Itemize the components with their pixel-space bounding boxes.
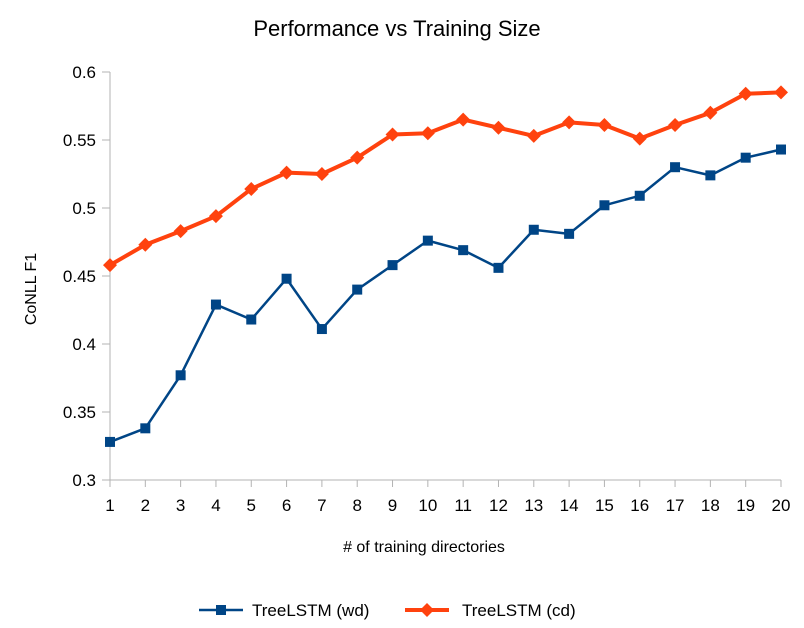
data-point [173,224,188,239]
series-1 [105,144,786,447]
x-tick-label: 15 [595,496,614,515]
data-point [314,167,329,181]
y-tick-label: 0.45 [63,267,96,286]
y-axis-title: CoNLL F1 [23,253,40,325]
data-point [456,112,471,127]
legend-label: TreeLSTM (wd) [252,601,369,620]
data-point [138,237,153,252]
x-tick-label: 20 [772,496,791,515]
data-point [244,181,259,196]
data-point [668,118,683,133]
x-tick-label: 1 [105,496,114,515]
data-point [175,370,186,381]
y-tick-label: 0.6 [72,63,96,82]
data-point [562,115,577,130]
x-tick-label: 10 [418,496,437,515]
data-point [281,273,292,284]
data-point [705,170,716,181]
y-tick-label: 0.3 [72,471,96,490]
x-tick-label: 13 [524,496,543,515]
data-point [458,245,469,256]
data-point [774,85,788,100]
series-line [108,90,782,267]
data-point [279,165,294,180]
data-point [738,86,753,101]
data-point [528,224,539,235]
legend-label: TreeLSTM (cd) [462,601,576,620]
data-point [776,144,786,155]
data-point [526,128,541,143]
data-point [210,299,221,310]
x-axis: 1 2 3 4 5 6 7 8 9 10 11 12 13 14 15 16 17 18 19 20 [105,479,791,515]
data-point [564,228,575,239]
data-point [208,209,223,224]
data-point [103,258,117,273]
y-tick-label: 0.5 [72,199,96,218]
data-point [597,118,612,133]
x-tick-label: 6 [282,496,291,515]
data-point [703,105,718,120]
chart-title: Performance vs Training Size [253,16,540,41]
x-tick-label: 17 [666,496,685,515]
x-tick-label: 9 [388,496,397,515]
data-point [634,190,645,201]
data-point [670,162,681,173]
data-point [105,436,115,447]
x-tick-label: 11 [454,496,472,515]
legend: TreeLSTM (wd) TreeLSTM (cd) [199,601,576,620]
legend-entry: TreeLSTM (wd) [199,601,369,620]
data-point [387,260,398,271]
x-tick-label: 5 [247,496,256,515]
x-tick-label: 8 [352,496,361,515]
data-point [493,262,504,273]
legend-entry: TreeLSTM (cd) [405,601,576,620]
legend-marker [216,605,226,615]
data-point [316,324,327,335]
data-point [140,423,151,434]
data-point [740,152,751,163]
x-tick-label: 16 [630,496,649,515]
data-point [491,120,506,135]
data-point [385,127,400,142]
x-tick-label: 14 [560,496,579,515]
series-line [109,148,782,444]
legend-marker [420,603,434,617]
x-tick-label: 19 [736,496,755,515]
x-tick-label: 4 [211,496,220,515]
series-layer [103,85,788,447]
x-axis-title: # of training directories [343,539,505,556]
data-point [632,131,647,146]
y-tick-label: 0.35 [63,403,96,422]
x-tick-label: 7 [317,496,326,515]
data-point [350,150,365,165]
data-point [246,314,257,325]
data-point [422,235,433,246]
x-tick-label: 2 [141,496,150,515]
x-tick-label: 18 [701,496,720,515]
data-point [599,200,610,211]
y-tick-label: 0.4 [72,335,96,354]
x-tick-label: 12 [489,496,508,515]
y-tick-label: 0.55 [63,131,96,150]
data-point [352,284,363,295]
x-tick-label: 3 [176,496,185,515]
y-axis: 0.3 0.35 0.4 0.45 0.5 0.55 0.6 [63,63,111,490]
series-2 [103,85,788,273]
data-point [420,126,435,141]
